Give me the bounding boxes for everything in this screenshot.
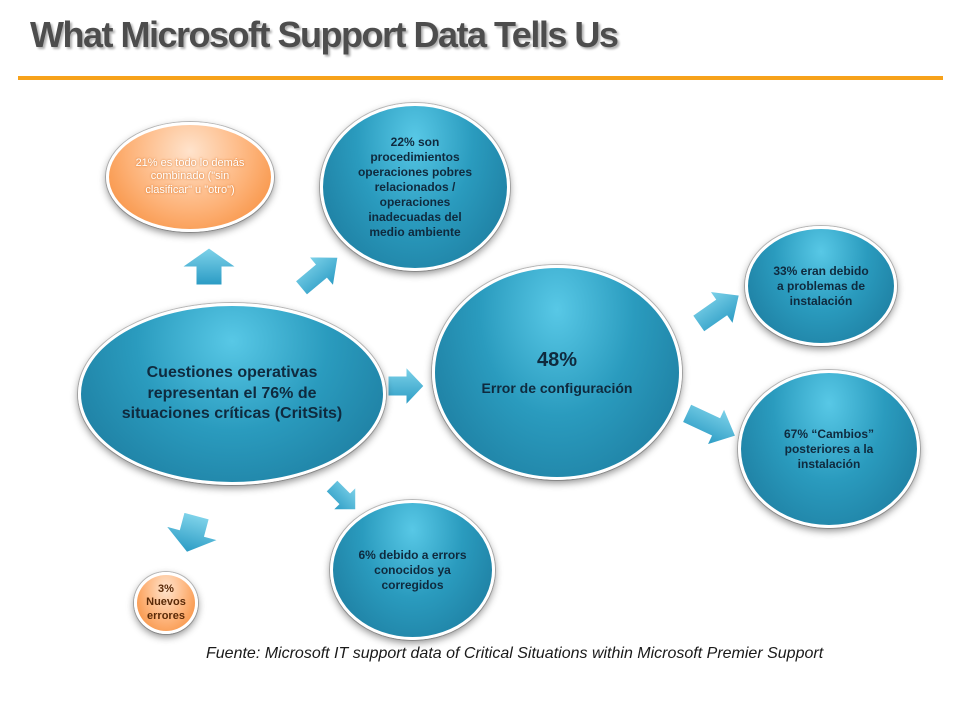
bubble-procedures: 22% son procedimientos operaciones pobre… [320,103,510,271]
source-footnote: Fuente: Microsoft IT support data of Cri… [206,645,824,662]
slide-title: What Microsoft Support Data Tells Us [30,14,619,55]
bubble-config: 48% Error de configuración [432,265,682,480]
arrow-up-icon [180,247,238,286]
bubble-changes: 67% “Cambios” posteriores a la instalaci… [738,370,920,528]
config-label: Error de configuración [481,380,633,396]
arrow-down-icon [164,511,220,553]
arrow-right-icon [387,365,425,407]
config-percentage: 48% [536,349,578,371]
bubble-install: 33% eran debido a problemas de instalaci… [745,226,897,346]
bubble-known-errors: 6% debido a errors conocidos ya corregid… [330,500,495,640]
arrow-down-right-icon [325,479,357,511]
arrow-up-right-icon [294,256,339,296]
arrow-to-install-icon [691,290,740,333]
bubble-main: Cuestiones operativas representan el 76%… [78,303,386,485]
bubble-other: 21% es todo lo demás combinado ("sin cla… [106,122,274,232]
title-underline [18,76,943,80]
bubble-new-errors: 3% Nuevos errores [134,572,198,634]
arrow-to-changes-icon [681,403,737,446]
